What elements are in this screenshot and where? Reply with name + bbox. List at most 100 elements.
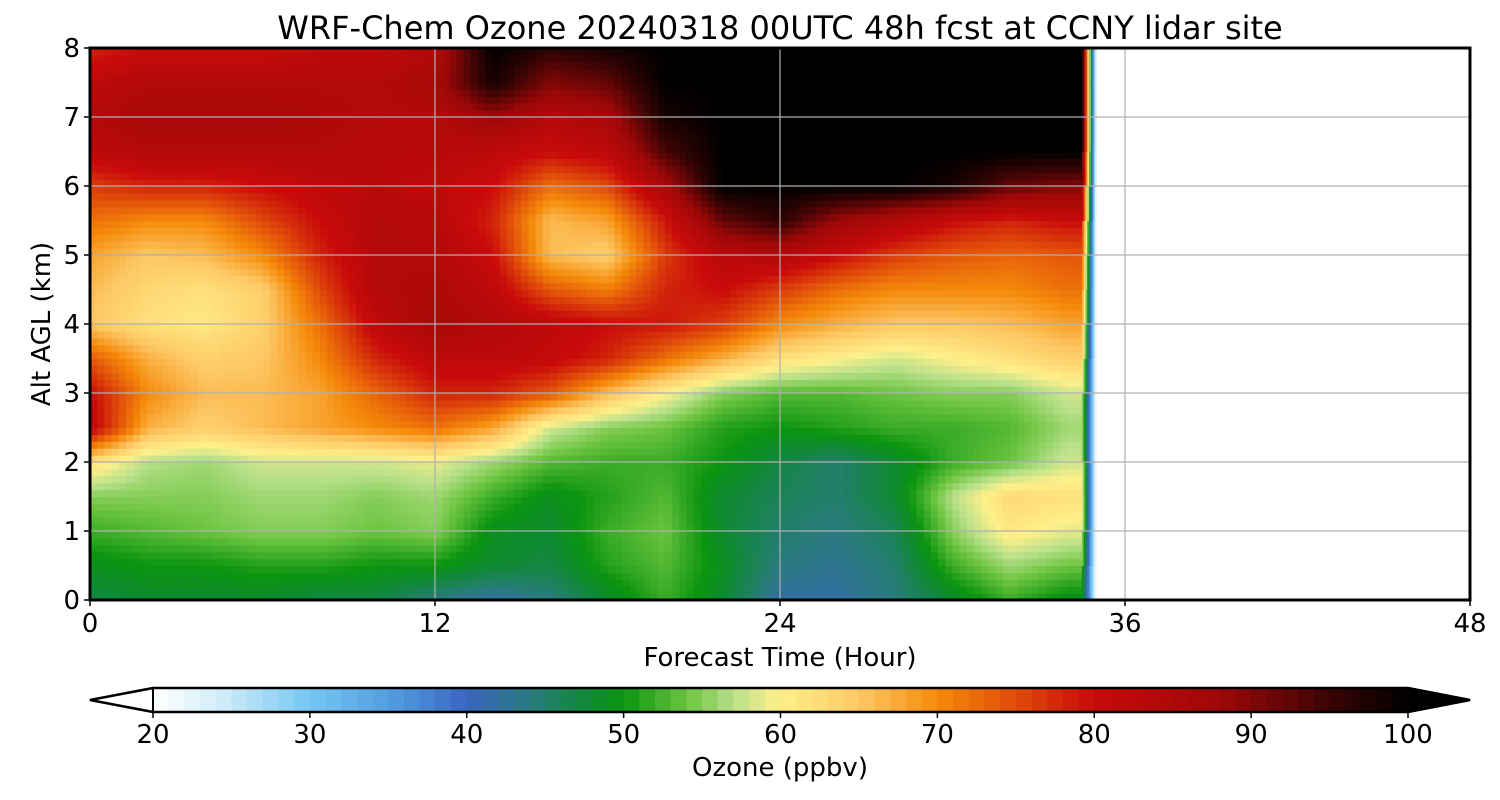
- y-tick-label: 8: [63, 34, 80, 64]
- x-tick-label: 24: [763, 609, 796, 639]
- colorbar-segment: [498, 688, 515, 712]
- colorbar-segment: [1219, 688, 1236, 712]
- colorbar-segment: [325, 688, 342, 712]
- colorbar-segment: [513, 688, 530, 712]
- y-tick-label: 4: [63, 310, 80, 340]
- colorbar-min-extend: [89, 686, 154, 714]
- colorbar-segment: [184, 688, 201, 712]
- colorbar-segment: [388, 688, 405, 712]
- colorbar-segment: [1078, 688, 1095, 712]
- colorbar-segment: [670, 688, 687, 712]
- colorbar-segment: [482, 688, 499, 712]
- colorbar-segment: [200, 688, 217, 712]
- colorbar-tick-label: 80: [1078, 720, 1111, 750]
- colorbar-segment: [1392, 688, 1409, 712]
- colorbar-segment: [1000, 688, 1017, 712]
- colorbar-tick-label: 20: [136, 720, 169, 750]
- x-tick-label: 0: [82, 609, 99, 639]
- colorbar-segment: [702, 688, 719, 712]
- x-axis-label: Forecast Time (Hour): [643, 643, 916, 673]
- colorbar-segment: [749, 688, 766, 712]
- colorbar-segment: [796, 688, 813, 712]
- colorbar-segment: [1047, 688, 1064, 712]
- colorbar-segment: [404, 688, 421, 712]
- colorbar-ticks: 20 30 40 50 60 70 80 90 100: [136, 712, 1433, 750]
- x-tick-label: 48: [1453, 609, 1486, 639]
- colorbar-segment: [1109, 688, 1127, 712]
- colorbar-segment: [843, 688, 860, 712]
- colorbar-segment: [1235, 688, 1252, 712]
- colorbar-segment: [1266, 688, 1283, 712]
- y-tick-label: 7: [63, 103, 80, 133]
- colorbar-segment: [529, 688, 546, 712]
- y-tick-label: 5: [63, 241, 80, 271]
- y-tick-label: 1: [63, 517, 80, 547]
- y-tick-label: 3: [63, 379, 80, 409]
- y-axis-ticks: 0 1 2 3 4 5 6 7 8: [63, 34, 90, 616]
- colorbar-segment: [717, 688, 734, 712]
- colorbar-tick-label: 40: [450, 720, 483, 750]
- ozone-heatmap: [90, 48, 1097, 600]
- y-tick-label: 6: [63, 172, 80, 202]
- colorbar-segment: [309, 688, 327, 712]
- colorbar-segment: [968, 688, 985, 712]
- colorbar-tick-label: 30: [293, 720, 326, 750]
- colorbar-segment: [811, 688, 829, 712]
- colorbar-segment: [341, 688, 358, 712]
- colorbar-segment: [451, 688, 468, 712]
- colorbar-segment: [1094, 688, 1111, 712]
- colorbar-segment: [168, 688, 185, 712]
- colorbar-segment: [153, 688, 170, 712]
- y-axis-label: Alt AGL (km): [27, 242, 57, 406]
- colorbar-segment: [906, 688, 923, 712]
- colorbar-segment: [560, 688, 578, 712]
- chart-title: WRF-Chem Ozone 20240318 00UTC 48h fcst a…: [277, 9, 1282, 47]
- colorbar-segment: [215, 688, 232, 712]
- colorbar-tick-label: 70: [921, 720, 954, 750]
- colorbar-segment: [1360, 688, 1378, 712]
- colorbar-segment: [356, 688, 374, 712]
- colorbar-segment: [764, 688, 781, 712]
- colorbar-tick-label: 60: [764, 720, 797, 750]
- colorbar-segment: [874, 688, 891, 712]
- colorbar-segment: [372, 688, 389, 712]
- colorbar-segment: [1251, 688, 1268, 712]
- colorbar-segment: [639, 688, 656, 712]
- colorbar-segment: [1298, 688, 1315, 712]
- colorbar-segment: [984, 688, 1001, 712]
- colorbar-segment: [576, 688, 593, 712]
- colorbar-segment: [607, 688, 625, 712]
- colorbar-segment: [1329, 688, 1346, 712]
- colorbar-segment: [294, 688, 311, 712]
- colorbar-segment: [1282, 688, 1299, 712]
- y-tick-label: 0: [63, 586, 80, 616]
- colorbar-segment: [278, 688, 295, 712]
- colorbar-tick-label: 50: [607, 720, 640, 750]
- colorbar-segment: [953, 688, 970, 712]
- colorbar-segment: [1125, 688, 1142, 712]
- x-axis-ticks: 0 12 24 36 48: [82, 600, 1487, 639]
- colorbar-segment: [655, 688, 672, 712]
- colorbar-segment: [1031, 688, 1048, 712]
- colorbar-segment: [1313, 688, 1331, 712]
- colorbar-segment: [247, 688, 264, 712]
- colorbar-segment: [1345, 688, 1362, 712]
- colorbar-label: Ozone (ppbv): [692, 753, 868, 783]
- colorbar-segment: [545, 688, 562, 712]
- colorbar-segment: [733, 688, 750, 712]
- colorbar-segment: [466, 688, 483, 712]
- colorbar-segment: [780, 688, 797, 712]
- colorbar-max-extend: [1407, 686, 1471, 714]
- colorbar-segment: [1141, 688, 1158, 712]
- x-tick-label: 12: [418, 609, 451, 639]
- x-tick-label: 36: [1108, 609, 1141, 639]
- colorbar-segment: [1188, 688, 1205, 712]
- colorbar-tick-label: 100: [1383, 720, 1433, 750]
- colorbar-segment: [921, 688, 938, 712]
- colorbar-segment: [937, 688, 954, 712]
- colorbar-segment: [419, 688, 436, 712]
- y-tick-label: 2: [63, 448, 80, 478]
- colorbar-segment: [827, 688, 844, 712]
- colorbar-segment: [262, 688, 279, 712]
